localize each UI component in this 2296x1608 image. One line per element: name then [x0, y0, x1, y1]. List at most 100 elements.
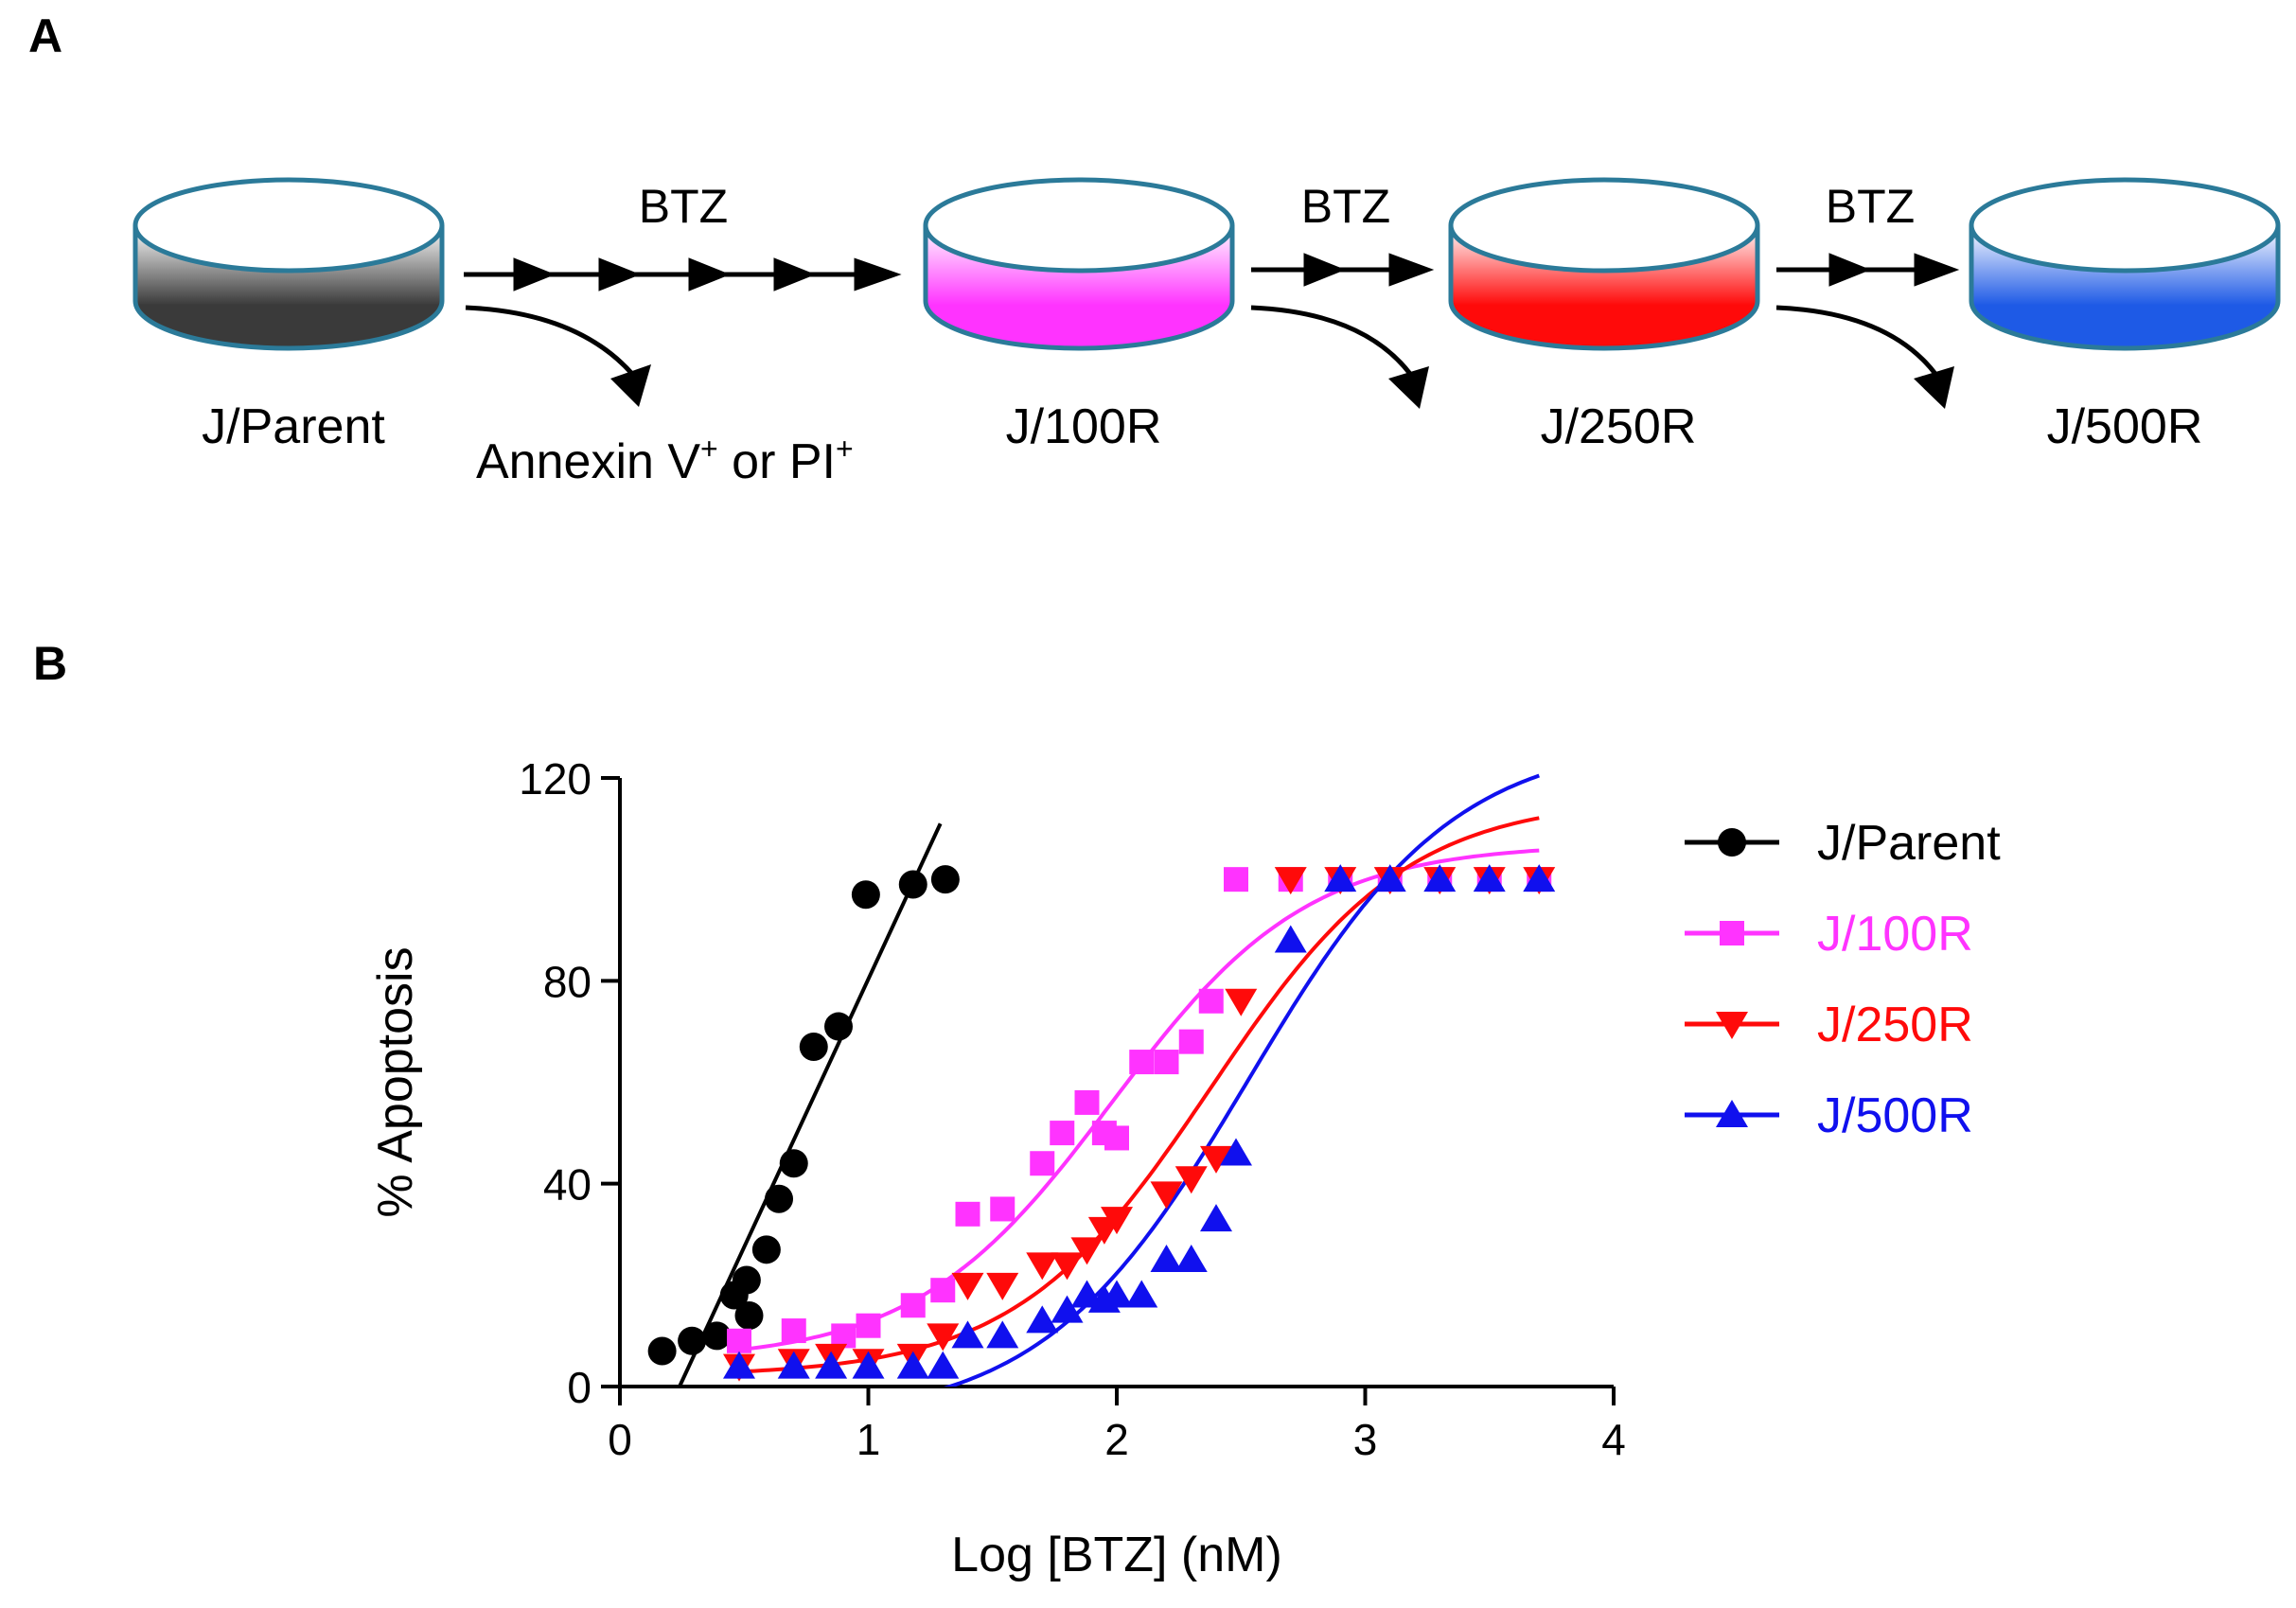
- data-point-j-250r: [951, 1272, 984, 1300]
- legend-marker-j-500r: [1716, 1100, 1748, 1127]
- data-point-j-500r: [1523, 864, 1556, 892]
- data-point-j-100r: [955, 1201, 980, 1227]
- data-point-j-parent: [930, 865, 960, 894]
- annexin-label: Annexin V+ or PI+: [476, 432, 854, 489]
- y-tick-label: 80: [543, 957, 592, 1006]
- dish-label-j-250r: J/250R: [1541, 399, 1697, 454]
- data-point-j-500r: [1051, 1295, 1084, 1323]
- removal-arrow-1: [465, 305, 651, 407]
- data-point-j-parent: [779, 1149, 808, 1178]
- y-axis-label: % Apoptosis: [368, 946, 423, 1217]
- removal-arrow-2: [1250, 305, 1429, 409]
- data-point-j-500r: [1150, 1245, 1183, 1273]
- data-point-j-100r: [781, 1318, 806, 1344]
- data-point-j-500r: [1070, 1280, 1104, 1308]
- data-point-j-500r: [1274, 925, 1307, 953]
- fit-curves: [678, 773, 1540, 1387]
- data-point-j-500r: [1174, 1245, 1208, 1273]
- dish-j-100r: [923, 177, 1235, 351]
- data-point-j-250r: [1051, 1252, 1084, 1281]
- data-point-j-250r: [1101, 1207, 1133, 1235]
- data-point-j-500r: [777, 1351, 810, 1379]
- x-axis-label: Log [BTZ] (nM): [951, 1528, 1282, 1582]
- chart-axes: 0 40 80 120 0 1 2 3 4: [519, 754, 1626, 1464]
- apoptosis-chart: 0 40 80 120 0 1 2 3 4 % Apoptosis Log [BTZ] (nM)…: [368, 754, 2001, 1582]
- data-point-j-500r: [1373, 864, 1406, 892]
- treatment-arrows-1: [464, 257, 902, 292]
- data-point-j-250r: [1274, 867, 1307, 895]
- x-tick-label: 0: [608, 1415, 632, 1464]
- data-point-j-100r: [990, 1196, 1016, 1222]
- data-point-j-500r: [1200, 1204, 1232, 1232]
- data-point-j-100r: [1129, 1050, 1155, 1075]
- x-tick-label: 2: [1104, 1415, 1129, 1464]
- legend-label-j-parent: J/Parent: [1817, 816, 2001, 871]
- panel-b-label: B: [33, 637, 67, 690]
- data-point-j-100r: [1050, 1121, 1075, 1146]
- data-point-j-500r: [1101, 1280, 1133, 1308]
- data-points: [647, 864, 1556, 1382]
- legend-marker-j-250r: [1716, 1012, 1748, 1039]
- dish-label-j-500r: J/500R: [2047, 399, 2203, 454]
- legend-marker-j-parent: [1718, 828, 1746, 857]
- dish-j-parent: [132, 177, 445, 351]
- treatment-arrows-3: [1776, 253, 1960, 287]
- dish-label-j-parent: J/Parent: [202, 399, 385, 454]
- data-point-j-parent: [851, 880, 880, 910]
- data-point-j-parent: [702, 1321, 732, 1351]
- data-point-j-parent: [647, 1336, 677, 1366]
- data-point-j-parent: [824, 1012, 853, 1041]
- btz-label-3: BTZ: [1826, 180, 1915, 233]
- data-point-j-500r: [1473, 864, 1506, 892]
- dish-j-250r: [1448, 177, 1760, 351]
- btz-label-2: BTZ: [1301, 180, 1390, 233]
- treatment-arrows-2: [1251, 253, 1435, 287]
- data-point-j-parent: [734, 1300, 764, 1330]
- removal-arrow-3: [1775, 305, 1954, 409]
- data-point-j-parent: [799, 1032, 828, 1061]
- data-point-j-250r: [1174, 1166, 1208, 1194]
- data-point-j-100r: [1178, 1029, 1204, 1054]
- data-point-j-500r: [927, 1351, 960, 1379]
- data-point-j-parent: [765, 1184, 793, 1213]
- data-point-j-500r: [1423, 864, 1457, 892]
- x-tick-label: 1: [857, 1415, 881, 1464]
- data-point-j-100r: [1030, 1151, 1055, 1176]
- data-point-j-100r: [930, 1278, 956, 1303]
- data-point-j-250r: [1026, 1252, 1059, 1281]
- legend-marker-j-100r: [1720, 921, 1744, 945]
- btz-label-1: BTZ: [639, 180, 728, 233]
- data-point-j-500r: [1220, 1138, 1252, 1166]
- data-point-j-250r: [1070, 1237, 1104, 1265]
- data-point-j-100r: [1104, 1125, 1129, 1151]
- data-point-j-100r: [1074, 1089, 1100, 1115]
- y-tick-label: 40: [543, 1160, 592, 1210]
- data-point-j-500r: [896, 1351, 929, 1379]
- x-tick-label: 3: [1353, 1415, 1378, 1464]
- data-point-j-100r: [1224, 867, 1248, 892]
- data-point-j-500r: [1026, 1305, 1059, 1334]
- data-point-j-250r: [1200, 1145, 1232, 1174]
- data-point-j-parent: [732, 1265, 761, 1295]
- dish-j-500r: [1969, 177, 2281, 351]
- data-point-j-100r: [1154, 1050, 1179, 1075]
- data-point-j-100r: [1198, 988, 1224, 1014]
- fit-curve-j-100r: [738, 848, 1540, 1352]
- data-point-j-500r: [951, 1320, 984, 1349]
- legend-label-j-250r: J/250R: [1817, 998, 1973, 1052]
- panel-a-label: A: [28, 9, 62, 62]
- data-point-j-parent: [898, 870, 927, 899]
- data-point-j-250r: [1150, 1181, 1183, 1210]
- legend-label-j-100r: J/100R: [1817, 907, 1973, 962]
- data-point-j-250r: [1225, 988, 1258, 1016]
- data-point-j-500r: [723, 1351, 755, 1379]
- data-point-j-parent: [678, 1326, 707, 1355]
- data-point-j-500r: [986, 1320, 1019, 1349]
- data-point-j-parent: [751, 1235, 781, 1264]
- y-tick-label: 120: [519, 754, 592, 804]
- data-point-j-500r: [1125, 1280, 1158, 1308]
- data-point-j-100r: [727, 1328, 751, 1353]
- data-point-j-500r: [815, 1351, 848, 1379]
- data-point-j-500r: [852, 1351, 885, 1379]
